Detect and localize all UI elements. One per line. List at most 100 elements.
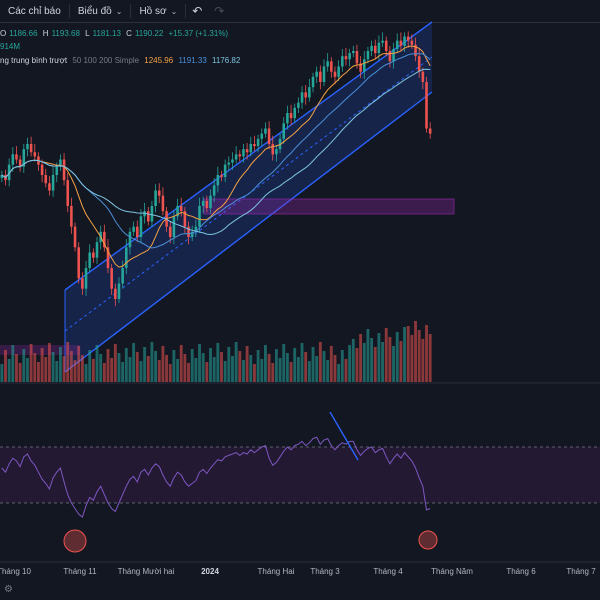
candle-body bbox=[37, 156, 40, 165]
candle-body bbox=[271, 144, 275, 155]
volume-bar bbox=[425, 325, 428, 382]
volume-bar bbox=[392, 346, 395, 382]
volume-bar bbox=[377, 333, 381, 382]
volume-bar bbox=[381, 342, 385, 382]
candle-body bbox=[117, 283, 121, 299]
candle-body bbox=[121, 268, 124, 284]
volume-bar bbox=[414, 321, 417, 382]
candle-body bbox=[425, 82, 428, 129]
volume-bar bbox=[238, 351, 242, 382]
candle-body bbox=[359, 63, 362, 72]
candle-body bbox=[403, 36, 406, 46]
x-axis-label: Tháng 10 bbox=[0, 567, 31, 576]
volume-bar bbox=[263, 345, 267, 382]
volume-bar bbox=[253, 364, 256, 382]
candle-body bbox=[66, 180, 70, 206]
chevron-down-icon: ⌄ bbox=[170, 6, 178, 16]
candle-body bbox=[293, 107, 296, 119]
candle-body bbox=[161, 195, 165, 212]
volume-bar bbox=[220, 352, 223, 382]
volume-bar bbox=[216, 343, 220, 382]
candle-body bbox=[373, 45, 377, 54]
toolbar-divider bbox=[130, 4, 132, 18]
volume-bar bbox=[4, 350, 7, 382]
volume-bar bbox=[161, 346, 165, 382]
candle-body bbox=[216, 175, 220, 186]
candle-body bbox=[136, 226, 139, 237]
candle-body bbox=[421, 71, 425, 82]
ohlc-legend: O 1186.66 H 1193.68 L 1181.13 C 1190.22 +15.… bbox=[0, 29, 231, 38]
volume-bar bbox=[183, 354, 187, 382]
support-zone-left bbox=[0, 345, 80, 355]
rsi-oversold-marker bbox=[63, 529, 87, 553]
x-axis-label: 2024 bbox=[201, 567, 219, 576]
rsi-line bbox=[1, 436, 431, 518]
volume-bar bbox=[245, 346, 249, 382]
x-axis-label: Tháng Hai bbox=[258, 567, 295, 576]
volume-bar bbox=[84, 364, 88, 382]
low-value: 1181.13 bbox=[92, 29, 121, 38]
candle-body bbox=[275, 149, 278, 155]
volume-bar bbox=[388, 337, 392, 382]
candle-body bbox=[223, 164, 227, 178]
undo-icon[interactable]: ↶ bbox=[192, 4, 203, 18]
candle-body bbox=[304, 92, 307, 98]
candle-body bbox=[128, 231, 132, 248]
volume-bar bbox=[234, 342, 238, 382]
volume-bar bbox=[351, 339, 355, 382]
volume-bar bbox=[121, 362, 125, 382]
ma-legend[interactable]: ng trung bình trượt 50 100 200 Simple 12… bbox=[0, 56, 243, 65]
candle-body bbox=[238, 154, 242, 157]
volume-bar bbox=[366, 329, 370, 382]
ma-title: ng trung bình trượt bbox=[0, 56, 68, 65]
volume-bar bbox=[311, 347, 315, 382]
volume-bar bbox=[44, 357, 48, 382]
high-label: H bbox=[42, 29, 49, 38]
candle-body bbox=[249, 144, 253, 153]
volume-bar bbox=[289, 362, 293, 382]
candle-body bbox=[366, 51, 370, 60]
candle-body bbox=[395, 40, 399, 49]
redo-icon[interactable]: ↷ bbox=[214, 4, 225, 18]
volume-bar bbox=[304, 352, 308, 382]
candle-body bbox=[326, 61, 329, 67]
candle-body bbox=[190, 231, 194, 237]
candle-body bbox=[344, 56, 348, 60]
profile-menu-button[interactable]: Hồ sơ ⌄ bbox=[131, 0, 185, 22]
candle-body bbox=[187, 226, 190, 237]
close-label: C bbox=[126, 29, 132, 38]
candle-body bbox=[143, 211, 146, 217]
x-axis-label: Tháng Năm bbox=[431, 567, 473, 576]
volume-bar bbox=[55, 361, 59, 382]
volume-bar bbox=[300, 343, 304, 382]
chart-menu-label: Biểu đồ bbox=[77, 5, 112, 17]
volume-bar bbox=[190, 349, 194, 382]
volume-bar bbox=[373, 347, 377, 382]
candle-body bbox=[18, 159, 22, 167]
volume-bar bbox=[421, 339, 425, 382]
candle-body bbox=[29, 144, 33, 153]
bottom-bar bbox=[0, 580, 600, 600]
volume-legend: 914M bbox=[0, 42, 23, 51]
candle-body bbox=[198, 206, 201, 227]
candle-body bbox=[384, 40, 388, 51]
x-axis-label: Tháng 6 bbox=[506, 567, 536, 576]
volume-bar bbox=[102, 363, 106, 382]
gear-icon[interactable]: ⚙ bbox=[4, 584, 13, 595]
volume-bar bbox=[179, 345, 183, 382]
candle-body bbox=[11, 154, 15, 165]
volume-bar bbox=[256, 350, 260, 382]
candle-body bbox=[256, 138, 260, 147]
candle-body bbox=[227, 162, 231, 165]
volume-bar bbox=[154, 351, 158, 382]
candle-body bbox=[92, 252, 95, 258]
candle-body bbox=[289, 113, 293, 119]
candle-body bbox=[150, 206, 154, 222]
candle-body bbox=[62, 159, 66, 181]
chart-menu-button[interactable]: Biểu đồ ⌄ bbox=[70, 0, 131, 22]
candle-body bbox=[297, 102, 300, 108]
volume-bar bbox=[11, 345, 15, 382]
indicators-button[interactable]: Các chỉ báo bbox=[0, 0, 69, 22]
candle-body bbox=[286, 113, 289, 124]
